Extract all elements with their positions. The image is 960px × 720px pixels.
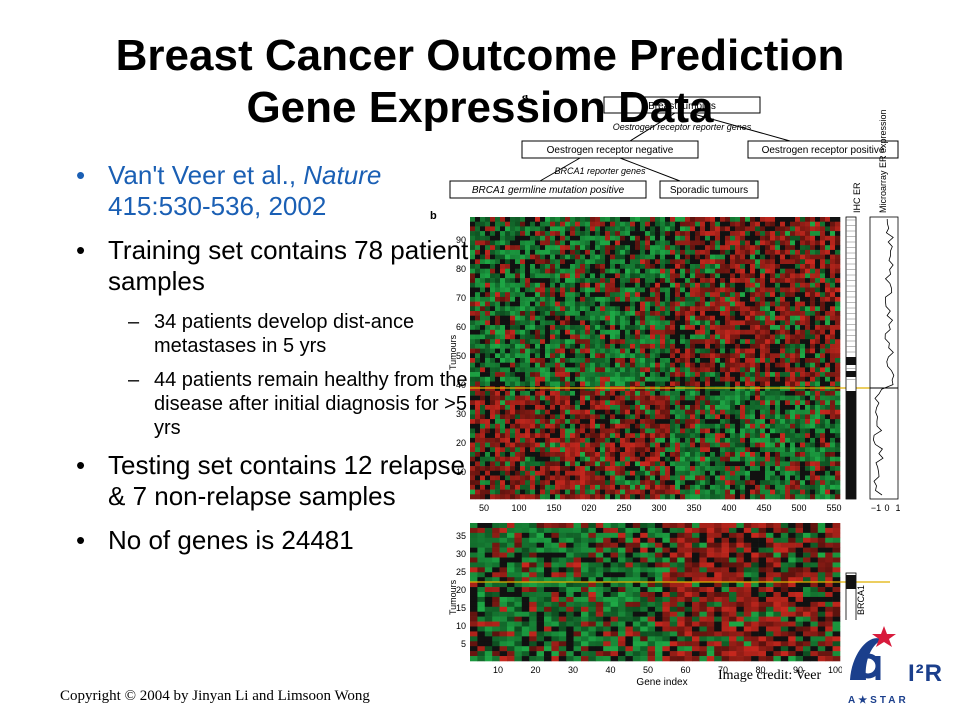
title-line-1: Breast Cancer Outcome Prediction <box>115 31 845 80</box>
astar-star-icon <box>872 626 896 647</box>
sub-bullet-metastases-text: 34 patients develop dist-ance metastases… <box>154 311 415 357</box>
node-brca1-germline-label: BRCA1 germline mutation positive <box>472 185 625 196</box>
top-x-tick: 400 <box>721 503 736 513</box>
y-axis-label-top: Tumours <box>448 334 458 370</box>
bottom-y-tick: 10 <box>456 621 466 631</box>
top-x-tick: 450 <box>756 503 771 513</box>
top-y-tick: 20 <box>456 438 466 448</box>
trace-tick: 0 <box>884 503 889 513</box>
sub-bullet-healthy-text: 44 patients remain healthy from the dise… <box>154 369 468 439</box>
ihc-er-label: IHC ER <box>852 182 862 213</box>
bottom-x-tick: 10 <box>493 665 503 675</box>
astar-logo <box>842 620 954 710</box>
bottom-x-tick: 20 <box>530 665 540 675</box>
bullet-genes: • No of genes is 24481 <box>70 525 470 556</box>
top-x-tick: 50 <box>479 503 489 513</box>
node-er-negative-box <box>521 140 699 159</box>
bottom-x-tick: 60 <box>680 665 690 675</box>
top-x-tick: 500 <box>791 503 806 513</box>
bottom-x-tick: 30 <box>568 665 578 675</box>
tree-connectors-top <box>629 112 791 142</box>
bullet-genes-text: No of genes is 24481 <box>108 525 354 555</box>
top-x-tick: 550 <box>826 503 841 513</box>
bottom-x-tick: 40 <box>605 665 615 675</box>
heatmap-top <box>470 217 890 500</box>
trace-tick: 1 <box>895 503 900 513</box>
dash-glyph: – <box>128 311 140 333</box>
node-sporadic-box <box>659 180 759 199</box>
bottom-y-tick: 35 <box>456 531 466 541</box>
heatmap-bottom <box>470 523 890 662</box>
top-x-tick: 100 <box>511 503 526 513</box>
top-y-tick: 90 <box>456 235 466 245</box>
bullet-training: • Training set contains 78 patient sampl… <box>70 235 470 297</box>
bottom-y-tick: 25 <box>456 567 466 577</box>
dash-glyph: – <box>128 369 140 391</box>
top-x-tick: 250 <box>616 503 631 513</box>
bottom-y-tick: 5 <box>461 639 466 649</box>
trace-tick: −1 <box>871 503 881 513</box>
top-y-tick: 40 <box>456 380 466 390</box>
tree-split-label: Oestrogen receptor reporter genes <box>613 122 752 132</box>
brca1-side-label: BRCA1 <box>856 585 866 615</box>
top-x-tick: 350 <box>686 503 701 513</box>
node-er-positive-box <box>747 140 899 159</box>
title-line-2: Gene Expression Data <box>246 83 714 132</box>
bottom-x-tick: 70 <box>718 665 728 675</box>
bottom-x-tick: 50 <box>643 665 653 675</box>
bullet-testing-text: Testing set contains 12 relapse & 7 non-… <box>108 450 465 511</box>
copyright-footer: Copyright © 2004 by Jinyan Li and Limsoo… <box>60 688 370 704</box>
top-x-tick: 020 <box>581 503 596 513</box>
microarray-er-trace <box>869 216 899 500</box>
tree-connectors-bottom <box>539 157 681 182</box>
bottom-x-tick: 90 <box>793 665 803 675</box>
image-credit: Image credit: Veer <box>718 668 822 683</box>
x-axis-label: Gene index <box>636 677 687 688</box>
top-y-tick: 70 <box>456 293 466 303</box>
top-y-tick: 30 <box>456 409 466 419</box>
top-y-tick: 50 <box>456 351 466 361</box>
bullet-glyph: • <box>76 235 86 265</box>
i2r-logo-text: I²R <box>908 660 943 687</box>
y-axis-label-bottom: Tumours <box>448 579 458 615</box>
slide-title: Breast Cancer Outcome Prediction Gene Ex… <box>0 30 960 134</box>
bottom-x-tick: 100 <box>828 665 843 675</box>
ihc-er-bar <box>845 216 857 500</box>
top-y-tick: 60 <box>456 322 466 332</box>
sub-bullet-healthy: – 44 patients remain healthy from the di… <box>70 368 470 440</box>
bullet-list: • Van't Veer et al., Nature 415:530-536,… <box>70 160 470 569</box>
reference-authors: Van't Veer et al., <box>108 160 304 190</box>
bullet-reference: • Van't Veer et al., Nature 415:530-536,… <box>70 160 470 222</box>
bottom-y-tick: 30 <box>456 549 466 559</box>
bottom-x-tick: 80 <box>755 665 765 675</box>
panel-b-label: b <box>430 210 437 222</box>
panel-a-label: a <box>522 95 529 102</box>
bullet-training-text: Training set contains 78 patient samples <box>108 235 469 296</box>
top-y-tick: 80 <box>456 264 466 274</box>
sub-bullet-metastases: – 34 patients develop dist-ance metastas… <box>70 310 470 358</box>
brca1-reporter-label: BRCA1 reporter genes <box>554 166 646 176</box>
bottom-y-tick: 20 <box>456 585 466 595</box>
astar-logo-text: A★STAR <box>848 695 909 706</box>
bullet-glyph: • <box>76 160 86 190</box>
node-er-negative-label: Oestrogen receptor negative <box>547 145 674 156</box>
node-er-positive-label: Oestrogen receptor positive <box>762 145 885 156</box>
bullet-glyph: • <box>76 525 86 555</box>
reference-journal: Nature <box>303 160 382 190</box>
tree-root-label: Breast tumours <box>648 101 716 112</box>
node-brca1-germline-box <box>449 180 647 199</box>
microarray-er-label: Microarray ER expression <box>878 109 888 213</box>
node-sporadic-label: Sporadic tumours <box>670 185 748 196</box>
top-y-tick: 10 <box>456 467 466 477</box>
bullet-testing: • Testing set contains 12 relapse & 7 no… <box>70 450 470 512</box>
tree-root-box <box>603 96 761 114</box>
top-x-tick: 150 <box>546 503 561 513</box>
bullet-glyph: • <box>76 450 86 480</box>
bottom-y-tick: 15 <box>456 603 466 613</box>
reference-citation: 415:530-536, 2002 <box>108 191 327 221</box>
top-x-tick: 300 <box>651 503 666 513</box>
heatmap-figure: a Breast tumours Oestrogen receptor repo… <box>430 95 900 690</box>
